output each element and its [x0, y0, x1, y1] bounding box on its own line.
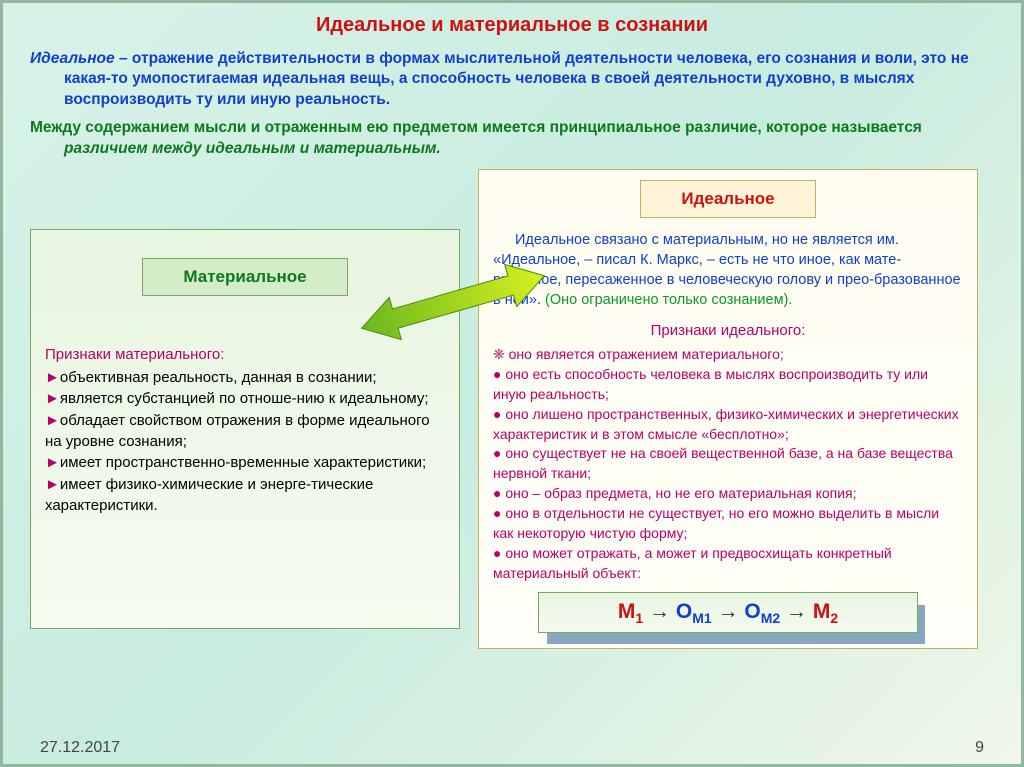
material-title: Материальное [142, 258, 347, 296]
slide-title: Идеальное и материальное в сознании [30, 14, 994, 37]
intro2-a: Между содержанием мысли и отраженным ею … [30, 119, 922, 136]
footer-page: 9 [975, 739, 984, 757]
ideal-sign-item: ● оно может отражать, а может и предвосх… [493, 544, 963, 584]
ideal-sign-item: ● оно лишено пространственных, физико-хи… [493, 405, 963, 445]
formula: М1 → ОМ1 → ОМ2 → М2 [618, 600, 838, 623]
ideal-title: Идеальное [640, 180, 815, 218]
intro2-b: различием между идеальным и материальным… [64, 140, 441, 157]
ideal-signs-title: Признаки идеального: [493, 320, 963, 341]
material-sign-item: ►имеет пространственно-временные характе… [45, 452, 445, 473]
intro-text: – отражение действительности в формах мы… [64, 50, 969, 108]
ideal-sign-item: ● оно в отдельности не существует, но ег… [493, 504, 963, 544]
material-panel: Материальное Признаки материального: ►об… [30, 229, 460, 629]
intro-lead: Идеальное [30, 50, 115, 67]
material-sign-item: ►имеет физико-химические и энерге-тическ… [45, 474, 445, 517]
footer: 27.12.2017 9 [40, 739, 984, 757]
material-sign-item: ►обладает свойством отражения в форме ид… [45, 410, 445, 453]
ideal-panel: Идеальное Идеальное связано с материальн… [478, 169, 978, 649]
intro-paragraph: Идеальное – отражение действительности в… [30, 49, 994, 110]
ideal-sign-item: ❋ оно является отражением материального; [493, 345, 963, 365]
formula-box: М1 → ОМ1 → ОМ2 → М2 [538, 592, 918, 634]
ideal-para-b: (Оно ограничено только сознанием). [545, 292, 792, 308]
material-sign-item: ►объективная реальность, данная в сознан… [45, 367, 445, 388]
ideal-sign-item: ● оно – образ предмета, но не его матери… [493, 484, 963, 504]
intro2-paragraph: Между содержанием мысли и отраженным ею … [30, 118, 994, 159]
ideal-intro: Идеальное связано с материальным, но не … [493, 230, 963, 310]
ideal-sign-item: ● оно существует не на своей вещественно… [493, 444, 963, 484]
footer-date: 27.12.2017 [40, 739, 120, 757]
ideal-sign-item: ● оно есть способность человека в мыслях… [493, 365, 963, 405]
material-signs-title: Признаки материального: [45, 344, 445, 365]
material-sign-item: ►является субстанцией по отноше-нию к ид… [45, 388, 445, 409]
